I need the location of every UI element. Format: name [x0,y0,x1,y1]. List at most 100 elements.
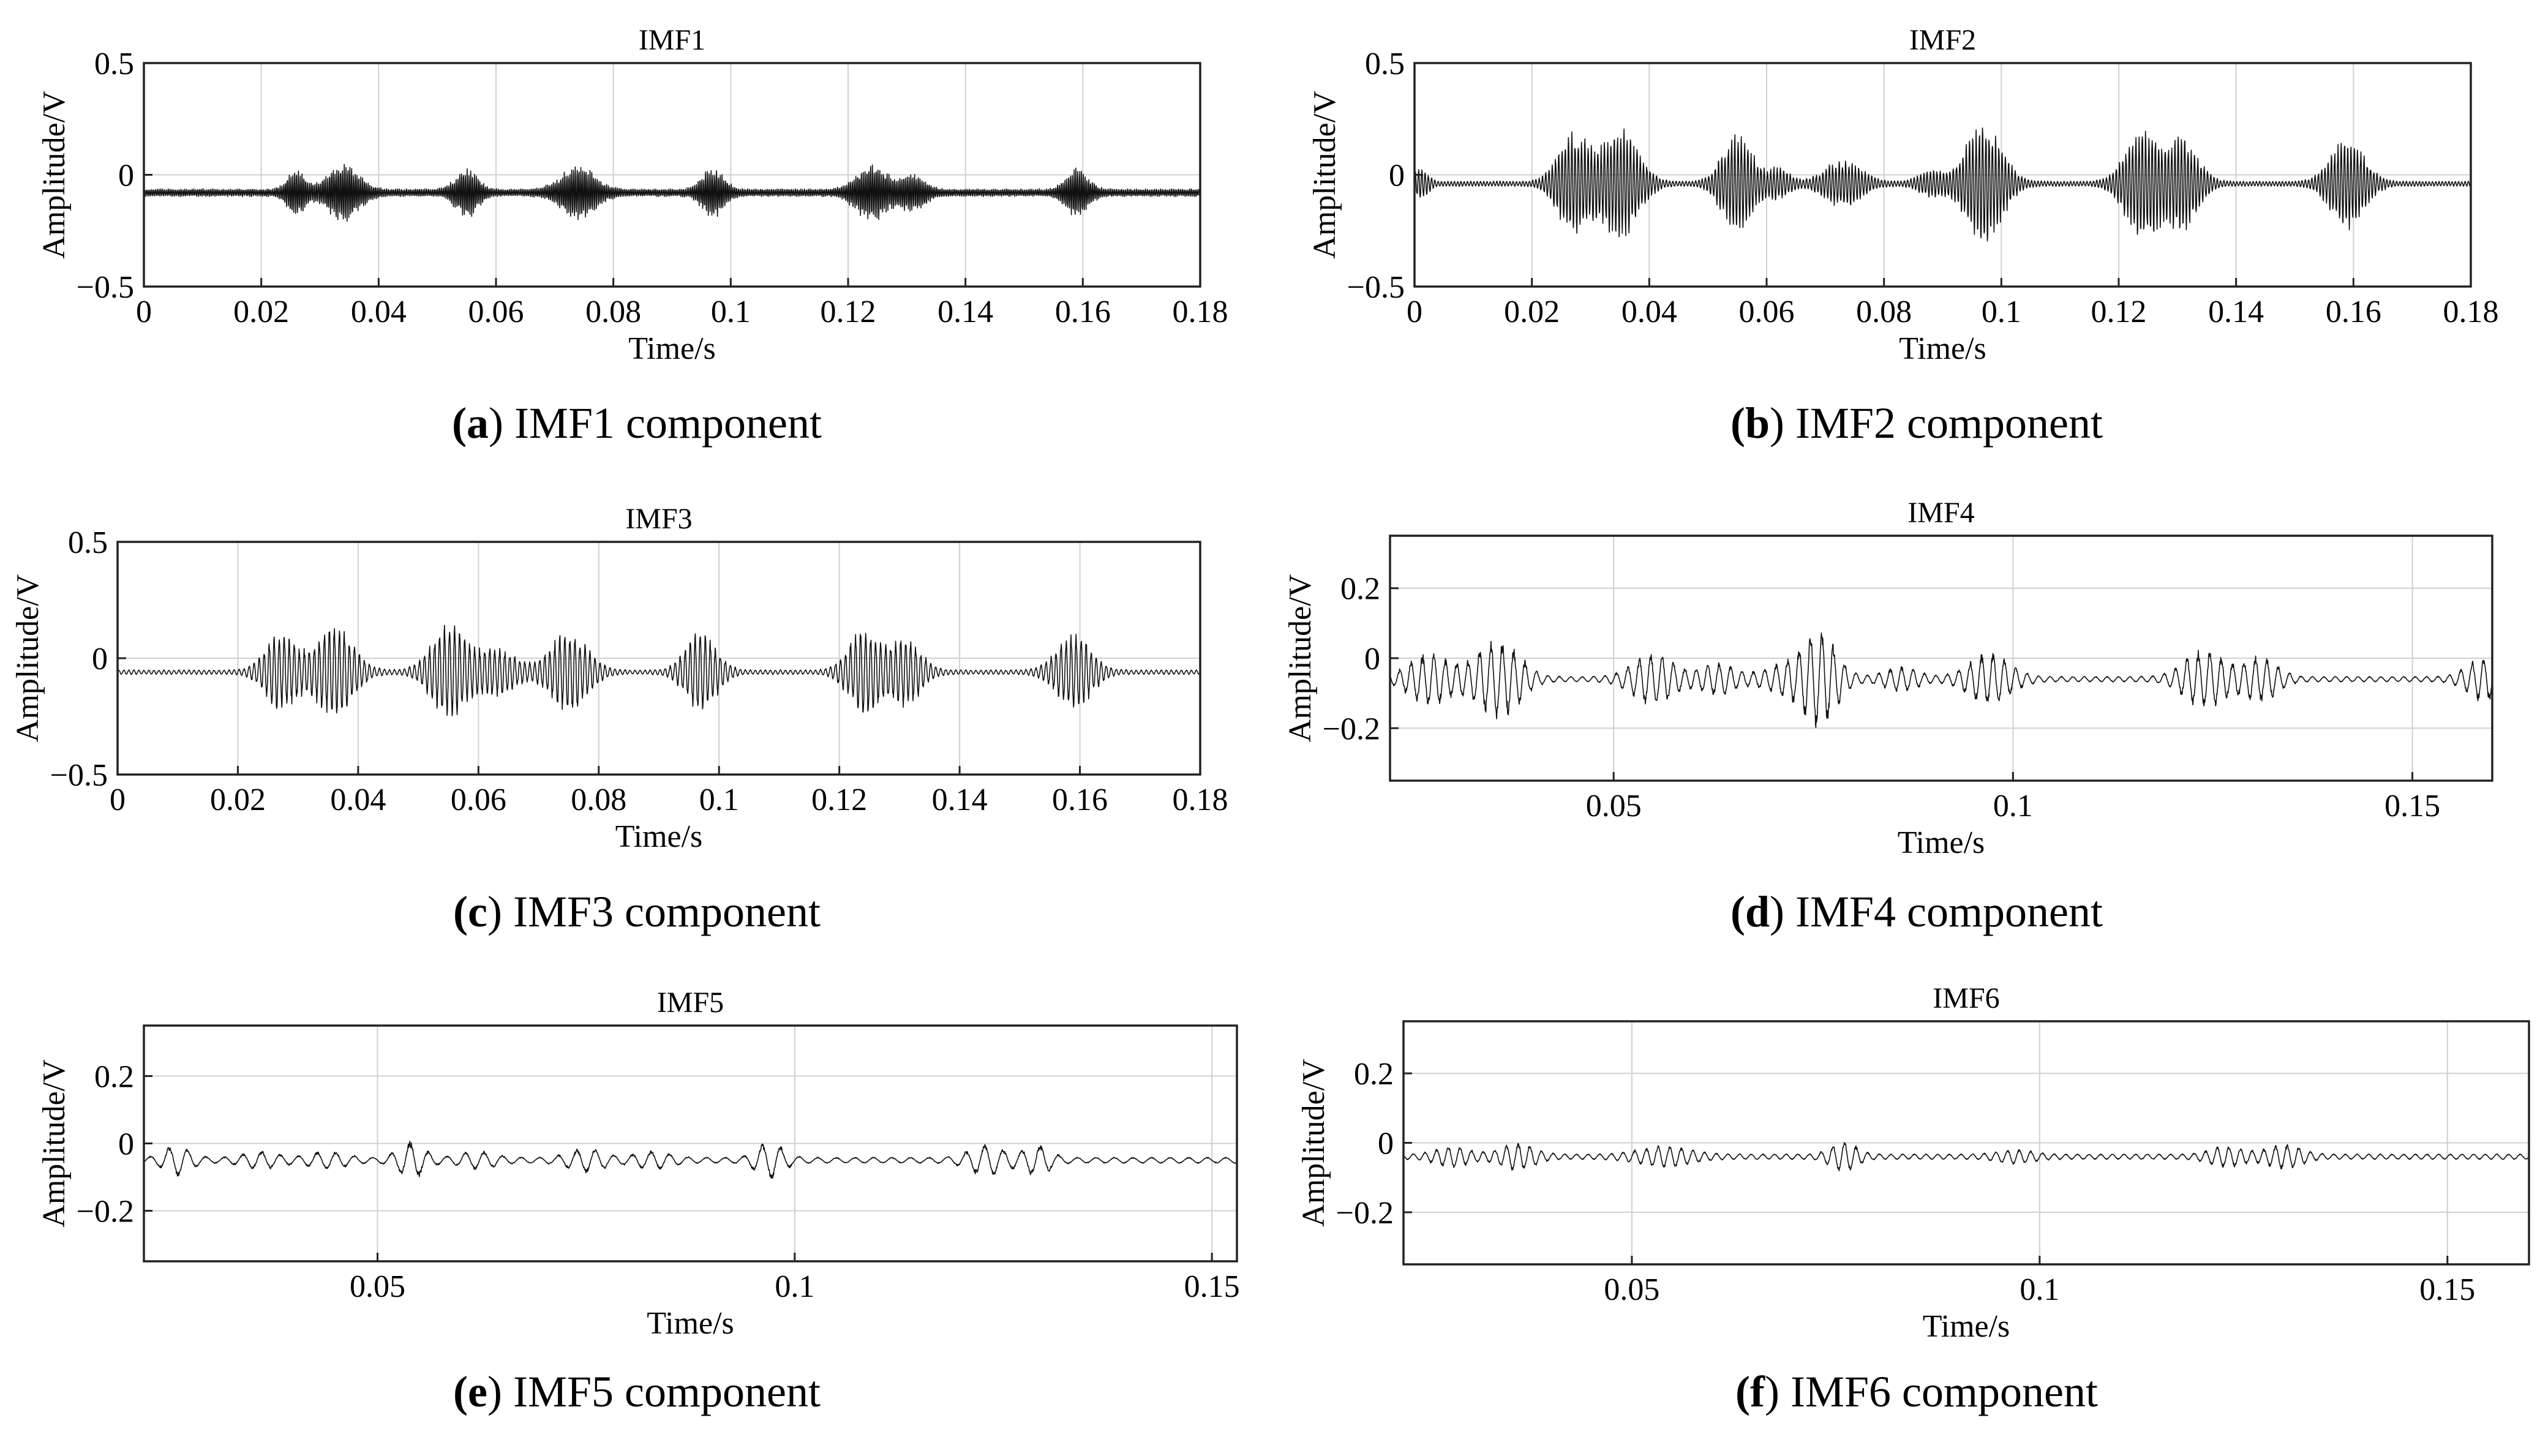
caption-text: IMF6 component [1779,1367,2098,1416]
x-tick-label: 0.08 [571,782,626,817]
caption-close-paren: ) [487,887,502,936]
caption-close-paren: ) [1770,399,1784,448]
x-tick-label: 0.05 [1604,1272,1659,1307]
y-tick-label: 0.2 [94,1060,134,1095]
x-tick-label: 0 [1407,295,1422,329]
panel-title: IMF1 [639,24,705,56]
x-tick-label: 0.06 [1739,295,1795,329]
x-tick-label: 0.1 [711,295,751,329]
caption-close-paren: ) [1770,887,1784,936]
y-axis-label: Amplitude/V [1307,91,1342,258]
y-tick-label: 0.2 [1340,572,1380,607]
y-tick-label: 0.5 [94,47,134,81]
y-tick-label: 0 [1378,1127,1394,1161]
x-axis-label: Time/s [1899,331,1986,366]
x-axis-label: Time/s [647,1306,734,1341]
panel-d: 0.05 0.1 0.15 −0.2 0 0.2 IMF4 Time/s Amplitude/V… [1283,497,2493,936]
panel-e: 0.05 0.1 0.15 −0.2 0 0.2 IMF5 Time/s Amplitude/V… [37,986,1240,1416]
panel-caption: (a) IMF1 component [452,399,822,448]
y-axis-label: Amplitude/V [1283,574,1318,742]
x-tick-label: 0.02 [210,782,266,817]
caption-letter: ( [453,887,468,936]
x-tick-label: 0.14 [932,782,988,817]
panel-c: 0 0.02 0.04 0.06 0.08 0.1 0.12 0.14 0.16 0.18 −0.5… [10,503,1228,936]
x-tick-label: 0.18 [2443,295,2499,329]
x-tick-label: 0.1 [775,1269,814,1304]
y-tick-label: −0.5 [77,270,134,305]
caption-text: IMF4 component [1784,887,2103,936]
caption-text: IMF2 component [1784,399,2103,448]
x-tick-label: 0.04 [1621,295,1677,329]
y-tick-label: −0.5 [50,758,108,793]
panel-b: 0 0.02 0.04 0.06 0.08 0.1 0.12 0.14 0.16 0.18 −0.5… [1307,24,2499,448]
caption-letter: ( [452,399,467,448]
y-tick-label: 0.2 [1354,1057,1394,1092]
panel-caption: (f) IMF6 component [1735,1367,2098,1416]
x-tick-label: 0.14 [937,295,993,329]
x-tick-label: 0.16 [1052,782,1108,817]
y-tick-label: −0.2 [77,1195,134,1229]
x-tick-label: 0.05 [350,1269,405,1304]
signal-series-IMF6 [1403,1142,2530,1172]
panel-title: IMF6 [1933,982,1999,1015]
x-tick-label: 0.16 [2326,295,2381,329]
caption-close-paren: ) [489,399,503,448]
x-tick-label: 0.02 [1504,295,1560,329]
x-tick-label: 0.04 [351,295,407,329]
panel-caption: (c) IMF3 component [453,887,821,936]
y-tick-label: 0 [118,159,134,193]
signal-series-IMF5 [143,1141,1238,1179]
panel-caption: (e) IMF5 component [453,1367,821,1416]
x-tick-label: 0.16 [1055,295,1111,329]
panel-title: IMF3 [625,503,692,535]
caption-letter-bold: e [468,1367,487,1416]
signal-series-IMF4 [1389,632,2493,729]
x-tick-label: 0.02 [233,295,289,329]
panel-title: IMF4 [1907,497,1974,529]
x-axis-label: Time/s [1923,1309,2010,1344]
y-axis-label: Amplitude/V [37,1059,72,1227]
caption-text: IMF1 component [503,399,822,448]
y-axis-label: Amplitude/V [37,91,72,258]
x-tick-label: 0.12 [821,295,876,329]
caption-letter-bold: b [1745,399,1770,448]
caption-letter-bold: a [467,399,489,448]
y-tick-label: 0 [1389,159,1405,193]
signal-series-IMF2 [1414,127,2471,242]
caption-letter-bold: c [468,887,487,936]
panel-title: IMF2 [1909,24,1976,56]
panel-title: IMF5 [657,986,724,1019]
y-tick-label: 0 [1364,642,1380,677]
x-axis-label: Time/s [1898,825,1985,860]
caption-close-paren: ) [487,1367,502,1416]
signal-series-IMF1 [143,163,1201,222]
signal-series-IMF3 [117,625,1201,716]
y-tick-label: 0 [118,1127,134,1162]
x-tick-label: 0.08 [585,295,641,329]
caption-letter: ( [1735,1367,1750,1416]
x-tick-label: 0.18 [1173,295,1228,329]
caption-close-paren: ) [1765,1367,1779,1416]
caption-text: IMF3 component [502,887,821,936]
caption-letter: ( [1730,887,1745,936]
x-tick-label: 0.15 [2384,789,2440,824]
y-tick-label: −0.2 [1323,711,1380,746]
x-tick-label: 0.06 [451,782,506,817]
panel-caption: (b) IMF2 component [1730,399,2103,448]
caption-text: IMF5 component [502,1367,821,1416]
x-tick-label: 0.08 [1856,295,1912,329]
x-tick-label: 0 [136,295,152,329]
caption-letter: ( [1730,399,1745,448]
x-axis-label: Time/s [615,819,703,854]
x-tick-label: 0.12 [2091,295,2147,329]
panel-f: 0.05 0.1 0.15 −0.2 0 0.2 IMF6 Time/s Amplitude/V… [1296,982,2530,1416]
y-tick-label: 0.5 [1365,47,1405,81]
x-tick-label: 0.05 [1586,789,1642,824]
x-tick-label: 0.15 [1184,1269,1240,1304]
y-tick-label: 0 [92,642,108,677]
x-tick-label: 0.18 [1173,782,1228,817]
caption-letter-bold: d [1745,887,1770,936]
x-tick-label: 0.14 [2208,295,2264,329]
x-tick-label: 0.1 [1982,295,2021,329]
